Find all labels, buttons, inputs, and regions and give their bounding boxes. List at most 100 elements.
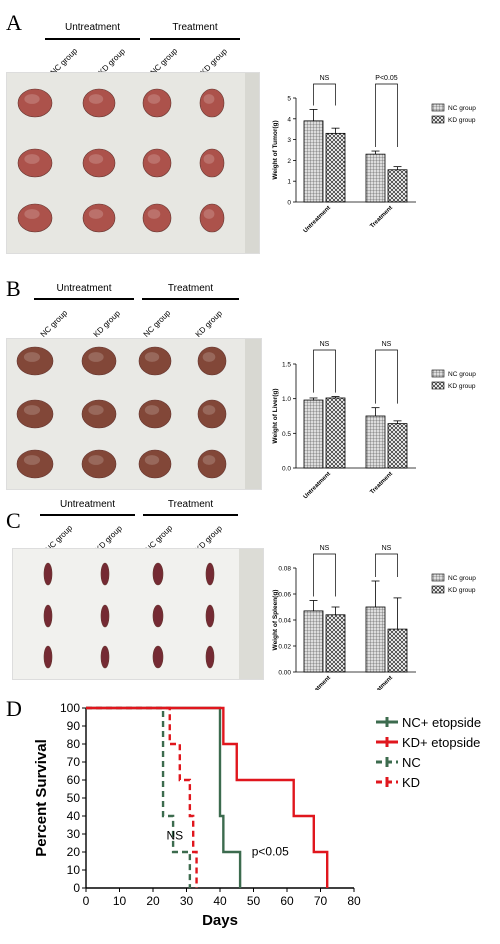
liver-specimen: [81, 449, 117, 479]
x-tick-label: 30: [180, 894, 194, 908]
y-axis-label: Percent Survival: [33, 739, 50, 857]
tumor-specimen: [142, 203, 172, 233]
y-tick-label: 1: [287, 179, 291, 186]
bar: [365, 415, 386, 469]
liver-specimen: [81, 346, 117, 376]
significance-bracket: [313, 349, 336, 393]
specimen-highlight: [88, 154, 104, 164]
tumor-specimen: [142, 148, 172, 178]
y-tick-label: 0: [73, 881, 80, 895]
y-tick-label: 90: [67, 719, 81, 733]
specimen-highlight: [144, 455, 160, 465]
bar: [325, 614, 346, 673]
specimen-highlight: [24, 154, 40, 164]
spleen-specimen: [152, 562, 164, 586]
survival-curve: [86, 706, 329, 888]
column-label: KD group: [193, 308, 224, 339]
x-tick-label: Untreatment: [303, 471, 332, 500]
liver-specimen: [81, 399, 117, 429]
spleen-specimen: [152, 604, 164, 628]
survival-curve: [86, 706, 192, 888]
specimen-highlight: [147, 94, 161, 104]
significance-bracket: [313, 83, 336, 106]
specimen-highlight: [88, 352, 104, 362]
x-tick-label: 40: [213, 894, 227, 908]
specimen-highlight: [147, 154, 161, 164]
annotation-ns: NS: [166, 828, 183, 842]
legend-swatch: [431, 369, 445, 378]
specimen-highlight: [23, 405, 41, 415]
y-tick-label: 0.5: [282, 431, 291, 438]
x-tick-label: 80: [347, 894, 361, 908]
legend-swatch: [431, 573, 445, 582]
ruler: [245, 339, 261, 489]
legend-label: KD+ etopside: [402, 735, 480, 750]
y-tick-label: 0.04: [278, 618, 291, 625]
specimen-highlight: [23, 352, 41, 362]
spleen-specimen: [205, 645, 215, 669]
y-tick-label: 0: [287, 200, 291, 207]
liver-weight-chart: 0.0 0.5 1.0 1.5 Weight of Liver(g) Untreatmen…: [272, 341, 476, 500]
y-tick-label: 0.0: [282, 466, 291, 473]
liver-specimen: [197, 346, 227, 376]
y-tick-label: 50: [67, 791, 81, 805]
legend-label: KD: [402, 775, 420, 790]
x-tick-label: Treatment: [369, 675, 394, 690]
y-tick-label: 20: [67, 845, 81, 859]
legend-swatch: [431, 115, 445, 124]
significance-label: NS: [382, 341, 392, 348]
specimen-highlight: [203, 94, 215, 104]
liver-specimens: [16, 339, 261, 489]
column-label: NC group: [141, 308, 173, 339]
group-title-treatment: Treatment: [167, 283, 214, 294]
y-tick-label: 0.00: [278, 670, 291, 677]
y-tick-label: 1.0: [282, 396, 291, 403]
panel-letter-b: B: [6, 276, 21, 301]
panel-letter-a: A: [6, 10, 22, 35]
specimen-highlight: [23, 455, 41, 465]
y-tick-label: 0.02: [278, 644, 291, 651]
spleen-photo: [12, 548, 264, 680]
ruler: [245, 73, 259, 253]
tumor-specimen: [199, 88, 225, 118]
legend-label: KD group: [448, 587, 476, 594]
y-tick-label: 0.06: [278, 592, 291, 599]
specimen-highlight: [144, 405, 160, 415]
liver-specimen: [138, 399, 172, 429]
tumor-specimens: [17, 73, 259, 253]
spleen-weight-chart: 0.00 0.02 0.04 0.06 0.08 Weight of Spleen(g) U…: [272, 545, 476, 690]
legend-swatch: [431, 585, 445, 594]
tumor-specimen: [142, 88, 172, 118]
y-tick-label: 1.5: [282, 362, 291, 369]
bar: [325, 132, 346, 203]
bar: [387, 169, 408, 203]
specimen-highlight: [88, 209, 104, 219]
survival-curve: [86, 706, 198, 888]
legend-label: KD group: [448, 383, 476, 390]
tumor-specimen: [199, 148, 225, 178]
bar: [303, 120, 324, 203]
y-tick-label: 5: [287, 96, 291, 103]
specimen-highlight: [202, 405, 216, 415]
column-label: NC group: [38, 308, 70, 339]
y-tick-label: 40: [67, 809, 81, 823]
bar: [387, 423, 408, 469]
y-tick-label: 0.08: [278, 566, 291, 573]
spleen-specimens: [43, 549, 263, 679]
bar: [365, 153, 386, 203]
significance-label: NS: [320, 75, 330, 82]
specimen-highlight: [88, 455, 104, 465]
specimen-highlight: [202, 455, 216, 465]
specimen-highlight: [147, 209, 161, 219]
legend-swatch: [431, 103, 445, 112]
tumor-specimen: [17, 203, 53, 233]
liver-specimen: [197, 399, 227, 429]
legend-label: NC group: [448, 575, 476, 582]
x-tick-label: Treatment: [369, 205, 394, 230]
y-tick-label: 4: [287, 116, 291, 123]
tumor-specimen: [17, 88, 53, 118]
y-tick-label: 3: [287, 137, 291, 144]
legend-label: NC+ etopside: [402, 715, 481, 730]
spleen-specimen: [43, 604, 53, 628]
tumor-photo: [6, 72, 260, 254]
